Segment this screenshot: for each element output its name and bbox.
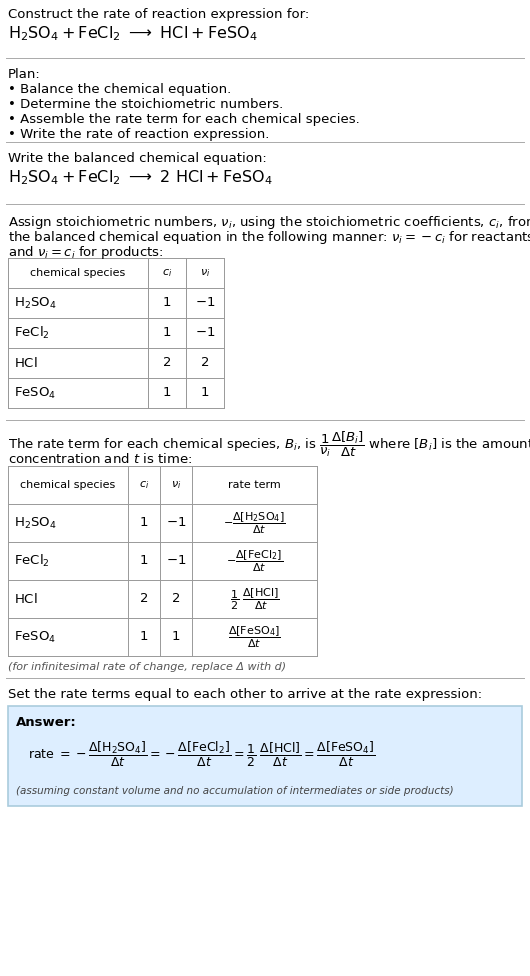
Text: $\mathrm{FeCl_2}$: $\mathrm{FeCl_2}$ [14,325,50,341]
Text: 2: 2 [163,356,171,370]
Text: $\nu_i$: $\nu_i$ [200,267,210,279]
Text: $1$: $1$ [200,386,210,399]
Text: $\mathrm{H_2SO_4}$: $\mathrm{H_2SO_4}$ [14,296,57,310]
Text: rate $= -\dfrac{\Delta[\mathrm{H_2SO_4}]}{\Delta t} = -\dfrac{\Delta[\mathrm{FeC: rate $= -\dfrac{\Delta[\mathrm{H_2SO_4}]… [28,740,376,769]
Text: 1: 1 [140,554,148,567]
Text: 1: 1 [163,386,171,399]
Text: Plan:: Plan: [8,68,41,81]
Text: $\dfrac{\Delta[\mathrm{FeSO_4}]}{\Delta t}$: $\dfrac{\Delta[\mathrm{FeSO_4}]}{\Delta … [228,625,281,650]
Text: Assign stoichiometric numbers, $\nu_i$, using the stoichiometric coefficients, $: Assign stoichiometric numbers, $\nu_i$, … [8,214,530,231]
Text: Set the rate terms equal to each other to arrive at the rate expression:: Set the rate terms equal to each other t… [8,688,482,701]
Text: the balanced chemical equation in the following manner: $\nu_i = -c_i$ for react: the balanced chemical equation in the fo… [8,229,530,246]
Text: $2$: $2$ [200,356,209,370]
Text: 1: 1 [140,630,148,643]
Text: The rate term for each chemical species, $B_i$, is $\dfrac{1}{\nu_i}\dfrac{\Delt: The rate term for each chemical species,… [8,430,530,460]
Text: Write the balanced chemical equation:: Write the balanced chemical equation: [8,152,267,165]
Text: $1$: $1$ [171,630,181,643]
Text: $\mathrm{HCl}$: $\mathrm{HCl}$ [14,356,38,370]
Text: $\mathrm{H_2SO_4}$: $\mathrm{H_2SO_4}$ [14,515,57,531]
Text: concentration and $t$ is time:: concentration and $t$ is time: [8,452,192,466]
Text: $c_i$: $c_i$ [139,479,149,491]
Text: $-\dfrac{\Delta[\mathrm{H_2SO_4}]}{\Delta t}$: $-\dfrac{\Delta[\mathrm{H_2SO_4}]}{\Delt… [223,510,286,536]
Text: Answer:: Answer: [16,716,77,729]
Text: $\mathrm{FeCl_2}$: $\mathrm{FeCl_2}$ [14,553,50,569]
Text: 1: 1 [163,297,171,309]
Text: 2: 2 [140,592,148,605]
Text: • Assemble the rate term for each chemical species.: • Assemble the rate term for each chemic… [8,113,360,126]
Text: $\mathrm{HCl}$: $\mathrm{HCl}$ [14,592,38,606]
Text: • Determine the stoichiometric numbers.: • Determine the stoichiometric numbers. [8,98,283,111]
Text: rate term: rate term [228,480,281,490]
Text: 1: 1 [140,516,148,530]
Text: $-1$: $-1$ [166,554,186,567]
Text: $-1$: $-1$ [195,327,215,340]
Text: and $\nu_i = c_i$ for products:: and $\nu_i = c_i$ for products: [8,244,164,261]
Text: Construct the rate of reaction expression for:: Construct the rate of reaction expressio… [8,8,309,21]
Text: 1: 1 [163,327,171,340]
Text: $-1$: $-1$ [195,297,215,309]
Text: $2$: $2$ [171,592,181,605]
Text: $\mathrm{H_2SO_4 + FeCl_2 \ \longrightarrow \ HCl + FeSO_4}$: $\mathrm{H_2SO_4 + FeCl_2 \ \longrightar… [8,24,258,43]
Text: $-1$: $-1$ [166,516,186,530]
Text: $\dfrac{1}{2}\ \dfrac{\Delta[\mathrm{HCl}]}{\Delta t}$: $\dfrac{1}{2}\ \dfrac{\Delta[\mathrm{HCl… [229,587,279,612]
Text: (assuming constant volume and no accumulation of intermediates or side products): (assuming constant volume and no accumul… [16,786,454,796]
FancyBboxPatch shape [8,706,522,806]
Text: $-\dfrac{\Delta[\mathrm{FeCl_2}]}{\Delta t}$: $-\dfrac{\Delta[\mathrm{FeCl_2}]}{\Delta… [226,549,283,574]
Text: chemical species: chemical species [30,268,126,278]
Text: • Balance the chemical equation.: • Balance the chemical equation. [8,83,231,96]
Text: • Write the rate of reaction expression.: • Write the rate of reaction expression. [8,128,269,141]
Text: $\mathrm{FeSO_4}$: $\mathrm{FeSO_4}$ [14,630,56,644]
Text: $\mathrm{H_2SO_4 + FeCl_2 \ \longrightarrow \ 2\ HCl + FeSO_4}$: $\mathrm{H_2SO_4 + FeCl_2 \ \longrightar… [8,168,273,186]
Text: chemical species: chemical species [20,480,116,490]
Text: $c_i$: $c_i$ [162,267,172,279]
Text: (for infinitesimal rate of change, replace Δ with d): (for infinitesimal rate of change, repla… [8,662,286,672]
Text: $\mathrm{FeSO_4}$: $\mathrm{FeSO_4}$ [14,386,56,400]
Text: $\nu_i$: $\nu_i$ [171,479,181,491]
